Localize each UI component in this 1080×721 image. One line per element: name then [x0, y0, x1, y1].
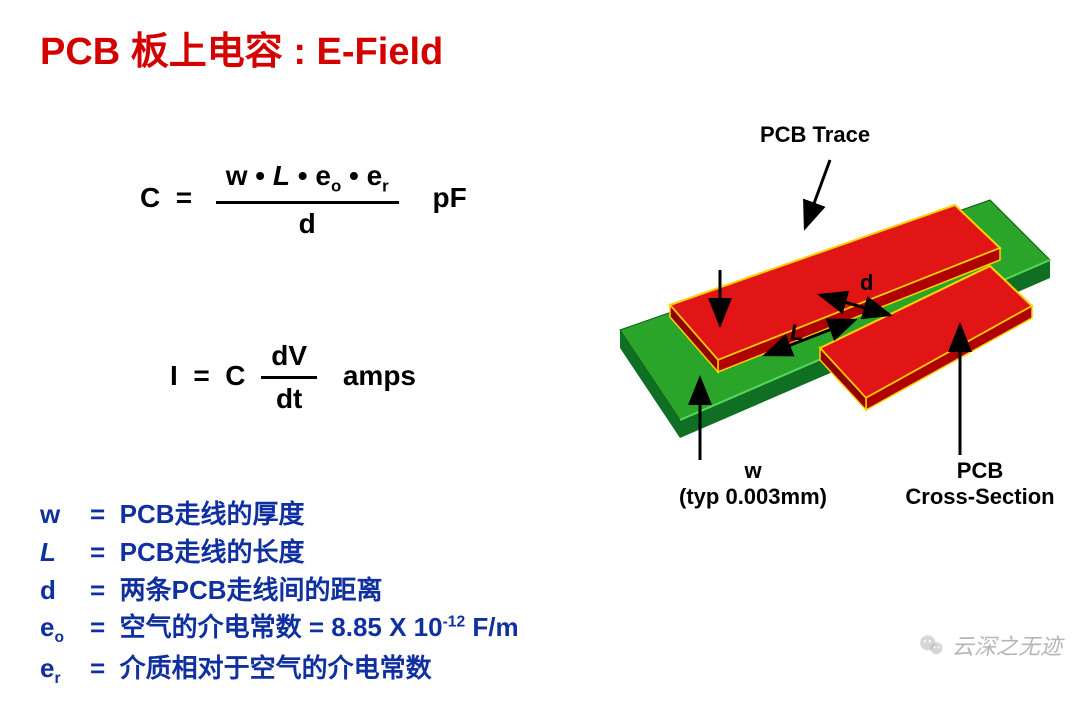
watermark-text: 云深之无迹 — [952, 629, 1062, 661]
def-row-er: er= 介质相对于空气的介电常数 — [40, 650, 519, 691]
label-d: d — [860, 270, 873, 296]
eq1-unit: pF — [432, 182, 466, 213]
def-row-d: d= 两条PCB走线间的距离 — [40, 572, 519, 610]
arrow-trace-label — [805, 160, 830, 228]
pcb-diagram: PCB Trace d L w (typ 0.003mm) PCB Cross-… — [560, 120, 1060, 520]
def-row-eo: eo= 空气的介电常数 = 8.85 X 10-12 F/m — [40, 609, 519, 650]
eq-equals: = — [168, 182, 200, 213]
definitions-list: w= PCB走线的厚度 L= PCB走线的长度 d= 两条PCB走线间的距离 e… — [40, 496, 519, 691]
label-cross-section: PCB Cross-Section — [895, 458, 1065, 510]
eq2-denominator: dt — [261, 379, 317, 415]
eq2-numerator: dV — [261, 340, 317, 379]
label-w-group: w (typ 0.003mm) — [668, 458, 838, 510]
def-row-w: w= PCB走线的厚度 — [40, 496, 519, 534]
eq2-lhs: I — [170, 360, 178, 391]
label-L: L — [790, 320, 803, 346]
eq1-denominator: d — [216, 204, 399, 240]
eq-equals-2: = — [186, 360, 218, 391]
label-w-note: (typ 0.003mm) — [679, 484, 827, 509]
eq1-lhs: C — [140, 182, 160, 213]
eq2-fraction: dV dt — [261, 340, 317, 415]
equation-current: I = C dV dt amps — [170, 340, 416, 415]
eq1-numerator: w • L • eo • er — [216, 160, 399, 204]
eq1-fraction: w • L • eo • er d — [216, 160, 399, 240]
equation-capacitance: C = w • L • eo • er d pF — [140, 160, 467, 240]
page-title: PCB 板上电容 : E-Field — [40, 20, 443, 75]
watermark: 云深之无迹 — [918, 629, 1062, 661]
label-pcb-trace: PCB Trace — [760, 122, 870, 148]
def-row-L: L= PCB走线的长度 — [40, 534, 519, 572]
eq2-unit: amps — [343, 360, 416, 391]
label-w: w — [744, 458, 761, 483]
eq2-coeff: C — [225, 360, 245, 391]
wechat-icon — [918, 632, 944, 658]
